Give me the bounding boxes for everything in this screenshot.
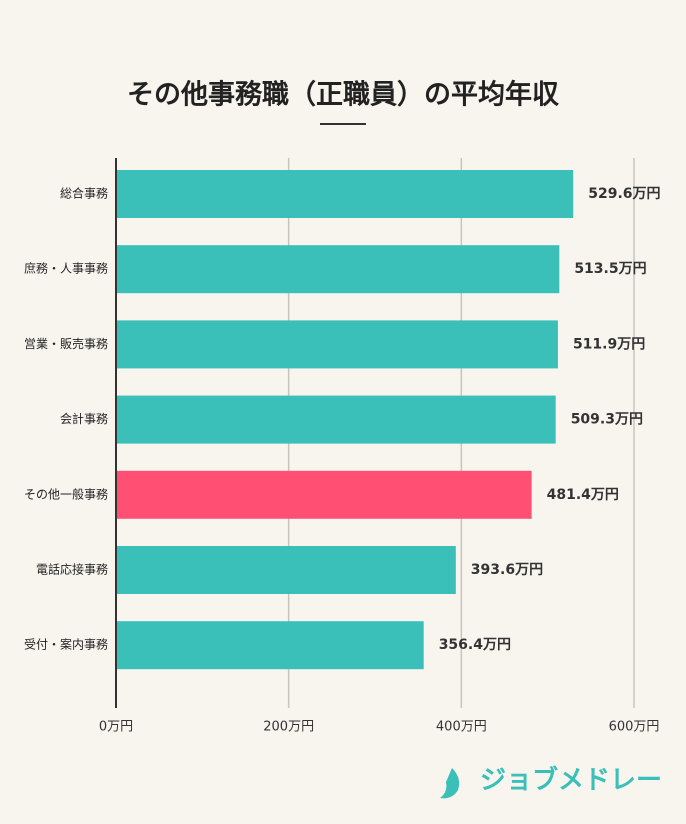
value-label: 529.6万円: [588, 186, 660, 202]
bar: [116, 320, 558, 369]
chart-title: その他事務職（正職員）の平均年収: [127, 79, 560, 111]
value-label: 356.4万円: [439, 637, 511, 653]
brand-logo: ジョブメドレー: [440, 765, 662, 799]
value-label: 509.3万円: [571, 412, 643, 428]
bar: [116, 170, 574, 218]
y-tick-label: 電話応接事務: [36, 562, 108, 577]
y-tick-label: 営業・販売事務: [24, 336, 108, 351]
x-tick-label: 0万円: [99, 720, 133, 735]
bar: [116, 621, 424, 670]
bar: [116, 395, 556, 444]
value-label: 393.6万円: [471, 562, 543, 578]
bar: [116, 245, 560, 294]
y-tick-label: 総合事務: [60, 186, 108, 201]
y-tick-label: その他一般事務: [24, 486, 108, 501]
y-tick-label: 受付・案内事務: [24, 637, 108, 652]
y-tick-label: 庶務・人事事務: [24, 261, 108, 276]
value-label: 513.5万円: [574, 261, 646, 277]
x-tick-label: 600万円: [609, 720, 660, 735]
brand-icon: [440, 768, 460, 799]
bar: [116, 546, 456, 594]
y-tick-label: 会計事務: [60, 411, 108, 426]
x-tick-label: 200万円: [263, 720, 314, 735]
value-label: 481.4万円: [547, 487, 619, 503]
value-label: 511.9万円: [573, 336, 645, 352]
x-tick-label: 400万円: [436, 720, 487, 735]
brand-name: ジョブメドレー: [480, 765, 662, 796]
bar: [116, 470, 532, 519]
